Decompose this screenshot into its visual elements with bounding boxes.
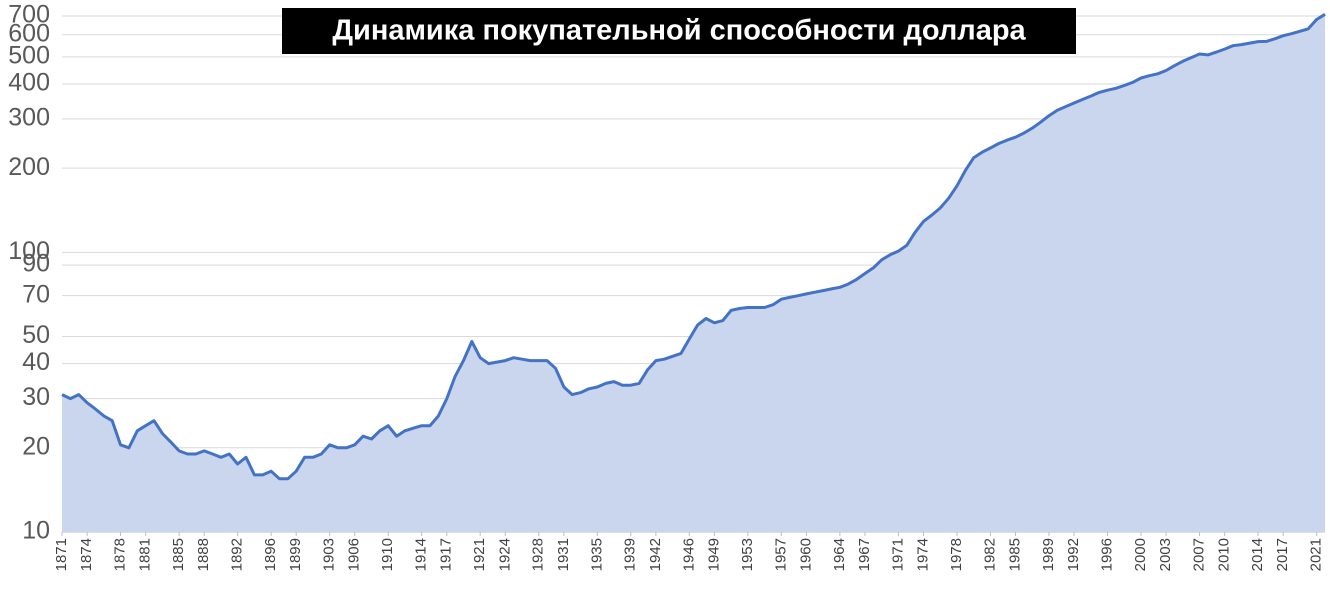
x-tick-label: 1996	[1098, 538, 1115, 571]
x-tick-label: 1939	[622, 538, 639, 571]
x-tick-label: 1910	[379, 538, 396, 571]
y-tick-label: 70	[22, 280, 50, 308]
x-tick-label: 1903	[321, 538, 338, 571]
line	[61, 13, 1326, 481]
x-tick-label: 1928	[530, 538, 547, 571]
y-tick-label: 100	[8, 237, 50, 265]
x-tick-label: 1917	[438, 538, 455, 571]
x-tick-label: 1899	[287, 538, 304, 571]
x-tick-label: 1971	[889, 538, 906, 571]
x-tick-label: 1935	[588, 538, 605, 571]
x-tick-label: 1974	[914, 538, 931, 571]
x-tick-label: 1964	[831, 538, 848, 571]
x-tick-label: 1896	[262, 538, 279, 571]
x-tick-label: 1888	[195, 538, 212, 571]
y-tick-label: 20	[22, 432, 50, 460]
x-tick-label: 1914	[413, 538, 430, 571]
x-tick-label: 2003	[1157, 538, 1174, 571]
x-tick-label: 1881	[137, 538, 154, 571]
x-tick-label: 1892	[229, 538, 246, 571]
y-tick-label: 30	[22, 383, 50, 411]
x-tick-label: 1957	[772, 538, 789, 571]
x-tick-label: 1992	[1065, 538, 1082, 571]
plot	[61, 13, 1326, 533]
y-tick-label: 600	[8, 19, 50, 47]
y-tick-label: 300	[8, 104, 50, 132]
x-tick-label: 1978	[948, 538, 965, 571]
x-tick-label: 1924	[496, 538, 513, 571]
y-tick-label: 200	[8, 153, 50, 181]
area	[62, 14, 1325, 533]
x-tick-label: 2014	[1249, 538, 1266, 571]
y-tick-label: 700	[8, 1, 50, 29]
x-tick-label: 2017	[1274, 538, 1291, 571]
title-box	[282, 8, 1076, 54]
x-tick-label: 1921	[471, 538, 488, 571]
y-tick-label: 10	[22, 517, 50, 545]
x-tick-label: 1885	[170, 538, 187, 571]
y-tick-label: 90	[22, 250, 50, 278]
y-tick-label: 50	[22, 321, 50, 349]
x-tick-label: 2007	[1191, 538, 1208, 571]
x-tick-label: 1906	[346, 538, 363, 571]
x-tick-label: 1871	[53, 538, 70, 571]
x-tick-label: 2000	[1132, 538, 1149, 571]
x-tick-label: 1982	[981, 538, 998, 571]
x-tick-label: 1985	[1006, 538, 1023, 571]
x-tick-label: 1967	[856, 538, 873, 571]
y-tick-label: 40	[22, 348, 50, 376]
x-tick-label: 1874	[78, 538, 95, 571]
x-tick-label: 2010	[1216, 538, 1233, 571]
x-tick-label: 1878	[112, 538, 129, 571]
y-tick-label: 500	[8, 41, 50, 69]
chart-title: Динамика покупательной способности долла…	[332, 15, 1026, 47]
y-tick-label: 400	[8, 69, 50, 97]
x-tick-label: 1949	[705, 538, 722, 571]
x-tick-label: 2021	[1308, 538, 1325, 571]
x-tick-label: 1953	[739, 538, 756, 571]
x-tick-label: 1989	[1040, 538, 1057, 571]
x-tick-label: 1946	[680, 538, 697, 571]
x-tick-label: 1942	[647, 538, 664, 571]
x-tick-label: 1931	[555, 538, 572, 571]
x-tick-label: 1960	[797, 538, 814, 571]
